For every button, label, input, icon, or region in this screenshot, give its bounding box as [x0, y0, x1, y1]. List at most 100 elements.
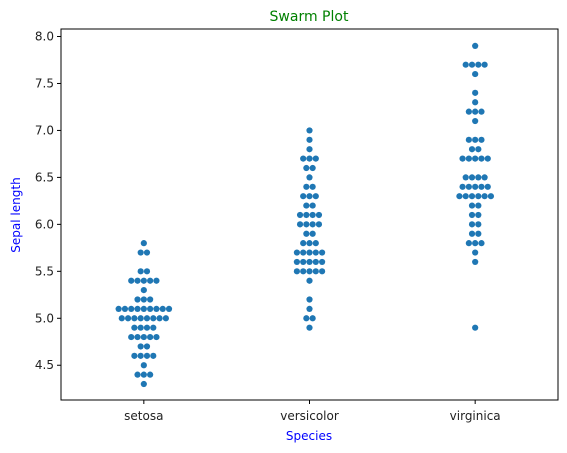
swarm-point-versicolor	[303, 230, 310, 237]
swarm-point-versicolor	[319, 268, 326, 275]
swarm-point-versicolor	[293, 249, 300, 256]
swarm-point-virginica	[478, 240, 485, 247]
swarm-point-versicolor	[312, 155, 319, 162]
swarm-point-virginica	[475, 146, 482, 153]
swarm-point-setosa	[143, 315, 151, 322]
swarm-point-setosa	[165, 305, 173, 312]
swarm-point-virginica	[472, 240, 479, 247]
y-tick-label: 7.5	[35, 76, 54, 90]
swarm-point-versicolor	[300, 258, 307, 266]
swarm-point-setosa	[115, 305, 122, 312]
swarm-point-setosa	[118, 315, 125, 322]
swarm-point-setosa	[147, 296, 154, 303]
swarm-point-virginica	[472, 70, 479, 78]
swarm-point-virginica	[468, 174, 476, 181]
swarm-point-versicolor	[306, 305, 313, 312]
swarm-point-versicolor	[312, 249, 319, 256]
swarm-point-setosa	[137, 324, 144, 331]
swarm-point-virginica	[478, 136, 485, 143]
swarm-point-setosa	[150, 324, 157, 331]
swarm-point-virginica	[475, 230, 482, 237]
swarm-point-versicolor	[306, 155, 313, 162]
swarm-point-setosa	[143, 249, 151, 256]
swarm-point-virginica	[484, 183, 491, 190]
swarm-point-setosa	[159, 305, 166, 312]
swarm-point-virginica	[472, 108, 479, 115]
y-axis-label: Sepal length	[9, 177, 23, 252]
swarm-point-setosa	[140, 371, 147, 378]
swarm-point-setosa	[131, 315, 138, 322]
x-tick-label: setosa	[124, 409, 163, 423]
swarm-point-setosa	[143, 268, 151, 275]
swarm-point-virginica	[475, 202, 482, 209]
swarm-point-virginica	[465, 183, 472, 190]
swarm-points	[115, 42, 495, 388]
swarm-point-versicolor	[319, 258, 326, 266]
swarm-point-versicolor	[293, 258, 300, 266]
y-tick-label: 4.5	[35, 358, 54, 372]
swarm-point-versicolor	[309, 221, 316, 228]
swarm-point-versicolor	[306, 174, 313, 181]
swarm-point-versicolor	[319, 249, 326, 256]
swarm-point-versicolor	[306, 240, 313, 247]
swarm-point-virginica	[472, 117, 479, 125]
swarm-point-setosa	[140, 305, 147, 312]
swarm-point-versicolor	[312, 193, 319, 200]
swarm-point-virginica	[468, 202, 476, 209]
swarm-point-setosa	[143, 324, 151, 331]
swarm-point-versicolor	[303, 315, 310, 322]
swarm-point-virginica	[478, 183, 485, 190]
swarm-point-setosa	[134, 277, 141, 284]
swarm-point-setosa	[134, 296, 141, 303]
swarm-point-virginica	[478, 155, 485, 162]
swarm-point-virginica	[468, 193, 476, 200]
swarm-point-virginica	[475, 193, 482, 200]
swarm-point-versicolor	[300, 155, 307, 162]
swarm-point-versicolor	[306, 268, 313, 275]
x-tick-label: virginica	[450, 409, 501, 423]
swarm-point-versicolor	[303, 183, 310, 190]
swarm-point-setosa	[137, 343, 144, 350]
swarm-point-setosa	[134, 305, 141, 312]
swarm-point-virginica	[472, 89, 479, 96]
swarm-point-versicolor	[300, 240, 307, 247]
swarm-point-versicolor	[315, 221, 323, 228]
swarm-point-virginica	[465, 240, 472, 247]
swarm-point-versicolor	[306, 324, 313, 331]
swarm-point-setosa	[140, 380, 147, 388]
swarm-point-setosa	[134, 371, 141, 378]
swarm-point-virginica	[468, 230, 476, 237]
swarm-point-versicolor	[315, 211, 323, 219]
swarm-point-setosa	[153, 333, 160, 341]
swarm-point-virginica	[462, 61, 469, 68]
swarm-point-virginica	[487, 193, 495, 200]
swarm-point-versicolor	[309, 202, 316, 209]
swarm-point-setosa	[140, 287, 147, 294]
swarm-point-virginica	[472, 249, 479, 256]
swarm-point-virginica	[468, 61, 476, 68]
swarm-point-setosa	[128, 333, 135, 341]
y-tick-label: 7.0	[35, 123, 54, 137]
swarm-point-versicolor	[312, 258, 319, 266]
swarm-point-setosa	[131, 352, 138, 359]
swarm-point-virginica	[472, 258, 479, 266]
swarm-point-setosa	[153, 305, 160, 312]
swarm-point-virginica	[481, 193, 488, 200]
swarm-point-virginica	[468, 146, 476, 153]
swarm-point-setosa	[153, 277, 160, 284]
swarm-point-setosa	[150, 315, 157, 322]
swarm-point-setosa	[137, 315, 144, 322]
swarm-point-virginica	[468, 211, 476, 219]
swarm-point-versicolor	[306, 136, 313, 143]
swarm-point-setosa	[156, 315, 163, 322]
swarm-point-versicolor	[312, 240, 319, 247]
swarm-point-virginica	[459, 183, 466, 190]
swarm-point-versicolor	[300, 193, 307, 200]
swarm-point-versicolor	[312, 268, 319, 275]
swarm-point-virginica	[462, 193, 469, 200]
y-tick-label: 8.0	[35, 30, 54, 44]
swarm-point-versicolor	[293, 268, 300, 275]
